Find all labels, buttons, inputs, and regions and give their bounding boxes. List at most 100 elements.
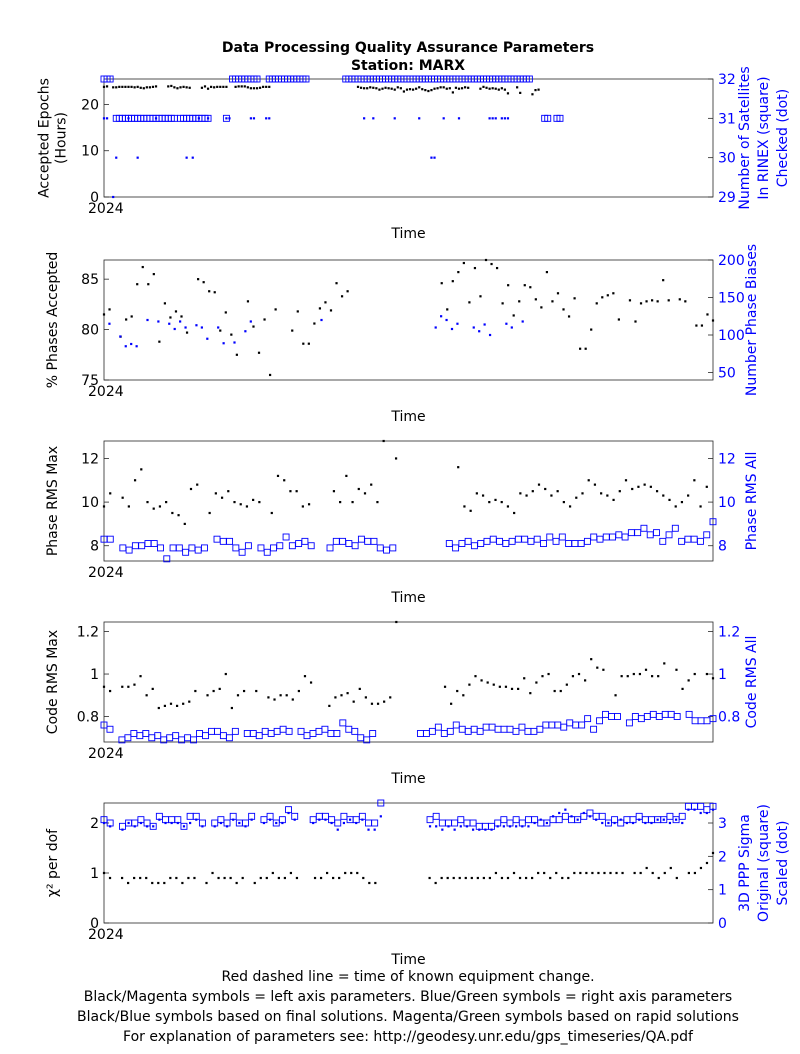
data-point-dot: [168, 322, 171, 325]
data-point-dot: [551, 815, 555, 818]
data-point-dot: [662, 494, 665, 497]
data-point-dot: [433, 87, 436, 90]
data-point-square: [634, 529, 642, 537]
data-point-dot: [531, 490, 534, 493]
data-point-square: [276, 542, 284, 550]
data-point-dot: [579, 871, 582, 875]
data-point-square: [326, 544, 334, 552]
data-point-square: [213, 727, 221, 735]
data-point-dot: [448, 87, 451, 90]
right-axis-label: Number of Satellites: [737, 66, 753, 209]
data-point-square: [558, 533, 566, 541]
data-point-dot: [565, 683, 568, 686]
data-point-dot: [246, 300, 250, 303]
data-point-dot: [233, 341, 236, 344]
data-point-dot: [265, 85, 268, 88]
data-point-dot: [571, 675, 575, 678]
data-point-dot: [258, 500, 261, 504]
data-point-dot: [506, 505, 510, 508]
data-point-square: [512, 727, 520, 735]
data-point-dot: [362, 876, 365, 880]
data-point-dot: [133, 876, 136, 880]
data-point-dot: [497, 88, 500, 91]
data-point-dot: [612, 292, 615, 295]
data-point-dot: [289, 490, 292, 493]
data-point-dot: [613, 821, 616, 825]
data-point-square: [452, 544, 460, 552]
data-point-dot: [115, 86, 118, 89]
data-point-dot: [480, 679, 483, 682]
data-point-dot: [434, 326, 437, 329]
data-point-dot: [506, 117, 510, 120]
data-point-dot: [197, 278, 200, 281]
data-point-dot: [527, 825, 530, 828]
data-point-dot: [241, 876, 244, 880]
data-point-dot: [152, 825, 155, 828]
data-point-dot: [375, 87, 378, 90]
data-point-dot: [684, 300, 687, 303]
data-point-dot: [632, 672, 635, 676]
data-point-dot: [383, 700, 386, 703]
data-point-dot: [519, 91, 522, 94]
series-1: [102, 620, 715, 710]
data-point-dot: [352, 700, 355, 703]
data-point-dot: [500, 87, 503, 90]
data-point-square: [285, 727, 293, 735]
data-point-dot: [205, 881, 208, 885]
x-axis-label: Time: [390, 952, 425, 968]
data-point-dot: [236, 694, 240, 697]
data-point-dot: [265, 876, 268, 880]
data-point-square: [673, 713, 681, 720]
x-tick-label: 2024: [88, 201, 124, 217]
data-point-dot: [624, 479, 628, 482]
data-point-dot: [490, 262, 493, 266]
data-point-dot: [366, 87, 369, 90]
data-point-dot: [277, 876, 280, 880]
data-point-dot: [252, 325, 255, 328]
data-point-dot: [102, 117, 106, 120]
data-point-dot: [206, 694, 209, 697]
data-point-dot: [507, 284, 510, 287]
data-point-dot: [213, 825, 216, 828]
data-point-dot: [529, 286, 532, 289]
data-point-dot: [446, 876, 449, 880]
data-point-dot: [523, 284, 526, 287]
data-point-dot: [200, 86, 204, 89]
data-point-dot: [361, 818, 364, 821]
right-tick-label: 32: [718, 72, 736, 88]
data-point-dot: [176, 87, 179, 90]
data-point-dot: [108, 308, 111, 311]
data-point-dot: [267, 696, 270, 699]
data-point-dot: [182, 825, 186, 828]
data-point-dot: [490, 828, 493, 831]
data-point-dot: [705, 672, 709, 676]
data-point-dot: [529, 692, 532, 695]
data-point-square: [371, 819, 379, 827]
data-point-dot: [351, 500, 354, 504]
right-tick-label: 1: [718, 883, 727, 899]
data-point-dot: [600, 492, 603, 495]
data-point-dot: [680, 500, 684, 504]
data-point-dot: [206, 337, 209, 340]
data-point-dot: [457, 466, 460, 469]
data-point-dot: [656, 818, 659, 821]
data-point-square: [546, 533, 554, 541]
data-point-dot: [521, 320, 524, 323]
data-point-dot: [211, 871, 214, 875]
data-point-dot: [657, 876, 660, 880]
data-point-dot: [179, 320, 182, 323]
data-point-dot: [705, 811, 708, 815]
data-point-dot: [619, 818, 622, 821]
data-point-dot: [488, 87, 491, 90]
data-point-dot: [145, 876, 148, 880]
data-point-dot: [291, 329, 294, 332]
data-point-dot: [287, 811, 290, 815]
right-axis-label: Checked (dot): [775, 89, 791, 187]
data-point-dot: [145, 694, 148, 697]
data-point-dot: [540, 306, 543, 309]
data-point-dot: [711, 319, 715, 322]
data-point-dot: [312, 821, 315, 825]
data-point-dot: [706, 313, 709, 316]
data-point-dot: [662, 818, 665, 821]
